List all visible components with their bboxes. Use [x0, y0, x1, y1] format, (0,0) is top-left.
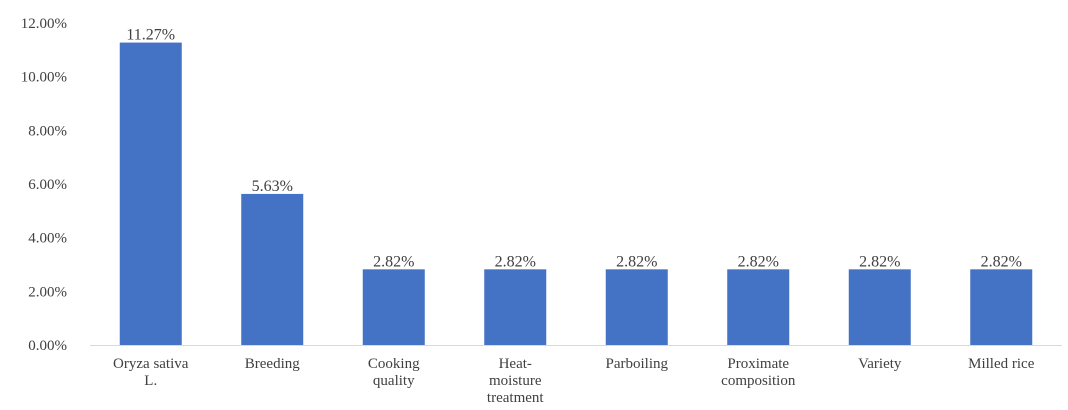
x-tick-label-line: Parboiling — [606, 356, 669, 372]
x-tick-label-line: moisture — [489, 373, 542, 389]
x-tick-label: Heat-moisture treatment — [487, 356, 544, 406]
x-tick-label: Variety — [858, 356, 902, 372]
y-tick-label: 4.00% — [28, 231, 67, 247]
x-tick-label: Breeding — [245, 356, 300, 372]
x-tick-label-line: Proximate — [727, 356, 789, 372]
x-tick-label-line: Heat- — [499, 356, 532, 372]
data-label: 2.82% — [859, 253, 900, 270]
y-tick-label: 8.00% — [28, 123, 67, 139]
data-label: 2.82% — [981, 253, 1022, 270]
x-tick-label: Proximate composition — [721, 356, 796, 389]
bar — [119, 42, 182, 346]
x-tick-label-line: Milled rice — [968, 356, 1035, 372]
x-tick-label: Oryza sativa L. — [113, 356, 189, 389]
data-label: 2.82% — [373, 253, 414, 270]
bar — [605, 269, 668, 345]
bar — [241, 193, 304, 345]
x-tick-label-line: Breeding — [245, 356, 300, 372]
y-tick-label: 12.00% — [21, 16, 67, 32]
bar — [484, 269, 547, 345]
x-axis-tick-labels: Oryza sativa L. Breeding Cooking quality Heat… — [113, 356, 1035, 406]
y-tick-label: 10.00% — [21, 70, 67, 86]
x-tick-label: Cooking quality — [368, 356, 420, 389]
data-label: 5.63% — [252, 178, 293, 195]
data-labels: 11.27% 5.63% 2.82% 2.82% 2.82% 2.82% 2.82% 2.82… — [126, 27, 1022, 271]
data-label: 2.82% — [495, 253, 536, 270]
data-label: 11.27% — [126, 27, 175, 44]
bar — [727, 269, 790, 345]
y-tick-label: 2.00% — [28, 284, 67, 300]
y-tick-label: 6.00% — [28, 177, 67, 193]
x-tick-label-line: Variety — [858, 356, 902, 372]
x-tick-label-line: composition — [721, 373, 796, 389]
bar — [970, 269, 1033, 345]
data-label: 2.82% — [616, 253, 657, 270]
x-tick-label-line: L. — [144, 373, 157, 389]
x-tick-label: Milled rice — [968, 356, 1035, 372]
x-tick-label: Parboiling — [606, 356, 669, 372]
bar — [362, 269, 425, 345]
y-axis-tick-labels: 0.00% 2.00% 4.00% 6.00% 8.00% 10.00% 12.00% — [21, 16, 67, 354]
x-tick-label-line: Oryza sativa — [113, 356, 189, 372]
bar — [848, 269, 911, 345]
x-tick-label-line: treatment — [487, 390, 544, 406]
x-tick-label-line: quality — [373, 373, 415, 389]
x-tick-label-line: Cooking — [368, 356, 420, 372]
bars — [119, 42, 1033, 346]
y-tick-label: 0.00% — [28, 338, 67, 354]
data-label: 2.82% — [738, 253, 779, 270]
